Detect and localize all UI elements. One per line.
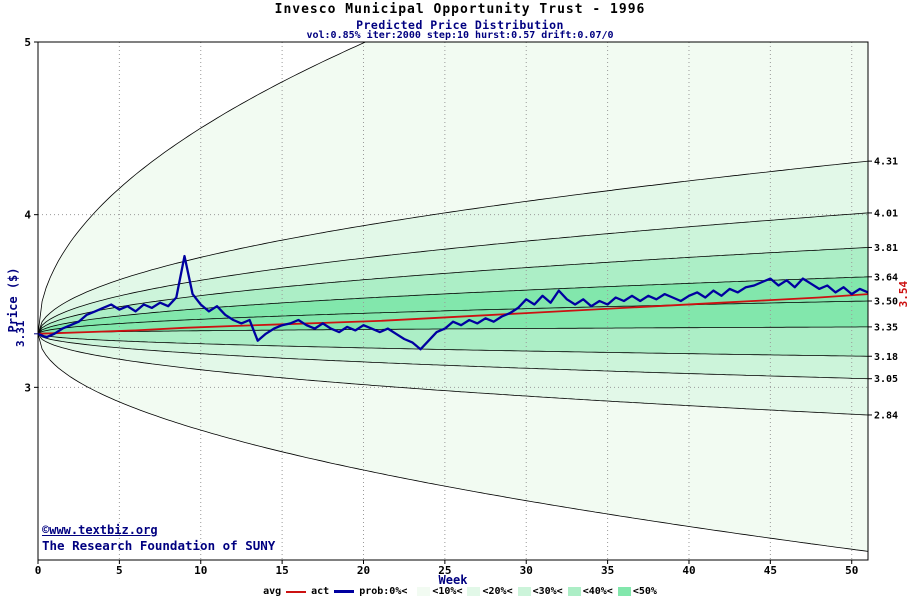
- lower-boundary: [38, 333, 868, 552]
- x-tick-label: 45: [764, 564, 777, 577]
- avg-end-price-label: 3.54: [897, 280, 910, 307]
- legend-band-swatch-20pct: [467, 587, 481, 596]
- legend-avg-label: avg: [263, 586, 282, 597]
- avg-price-line: [37, 293, 869, 335]
- x-tick-label: 25: [438, 564, 451, 577]
- right-percentile-label: 3.18: [874, 352, 898, 363]
- suny-foundation-label: The Research Foundation of SUNY: [42, 538, 276, 553]
- right-percentile-label: 3.50: [874, 297, 898, 308]
- upper-boundary: [38, 212, 868, 334]
- right-percentile-label: 3.81: [874, 243, 898, 254]
- x-tick-label: 10: [194, 564, 207, 577]
- x-tick-label: 40: [682, 564, 695, 577]
- right-percentile-label: 3.64: [874, 272, 898, 283]
- upper-boundary: [38, 160, 868, 334]
- legend-act-line: [334, 590, 355, 593]
- lower-boundary: [38, 326, 868, 335]
- y-tick-label: 3: [24, 381, 31, 394]
- legend-band-swatch-40pct: [567, 587, 581, 596]
- x-tick-label: 15: [275, 564, 288, 577]
- y-tick-label: 4: [24, 209, 31, 222]
- legend-band-label-40pct: <40%<: [582, 586, 613, 597]
- probability-bands: [38, 42, 868, 552]
- x-tick-label: 30: [520, 564, 533, 577]
- axis-ticks: [34, 41, 872, 564]
- x-tick-label: 5: [116, 564, 123, 577]
- x-tick-label: 50: [845, 564, 858, 577]
- lower-boundary: [38, 333, 868, 357]
- axis-tick-labels: 0 5 10 15 20 25 30 35 40 45 503454.314.013.813.643…: [24, 36, 898, 577]
- upper-boundary: [38, 276, 868, 335]
- lower-boundary: [38, 333, 868, 380]
- x-tick-label: 20: [357, 564, 370, 577]
- chart-subtitle: Predicted Price Distribution: [356, 18, 564, 32]
- actual-price-line: [37, 254, 869, 351]
- x-tick-label: 35: [601, 564, 614, 577]
- legend: avg act prob:0%< <10%< <20%< <30%< <40%< <50…: [0, 586, 920, 597]
- x-axis-title: Week: [438, 573, 468, 587]
- legend-band-label-50pct: <50%: [632, 586, 657, 597]
- median-line: [38, 300, 868, 335]
- legend-band-items: <10%< <20%< <30%< <40%< <50%: [412, 586, 657, 597]
- chart-parameters-line: vol:0.85% iter:2000 step:10 hurst:0.57 d…: [306, 30, 614, 41]
- prob-band-40pct: [38, 276, 868, 334]
- right-percentile-label: 4.31: [874, 157, 898, 168]
- upper-boundary: [38, 42, 367, 334]
- right-percentile-label: 2.84: [874, 410, 898, 421]
- textbiz-link[interactable]: ©www.textbiz.org: [42, 523, 158, 537]
- y-tick-label: 5: [24, 36, 31, 49]
- right-percentile-label: 4.01: [874, 208, 898, 219]
- legend-band-swatch-30pct: [517, 587, 531, 596]
- legend-band-label-30pct: <30%<: [532, 586, 563, 597]
- right-percentile-label: 3.05: [874, 374, 898, 385]
- right-percentile-label: 3.35: [874, 322, 898, 333]
- legend-band-label-20pct: <20%<: [482, 586, 513, 597]
- legend-avg-line: [286, 590, 307, 593]
- y-axis-title: Price ($): [6, 267, 20, 333]
- lower-boundary: [38, 333, 868, 416]
- legend-band-label-10pct: <10%<: [432, 586, 463, 597]
- start-price-label: 3.31: [14, 320, 27, 347]
- legend-band-swatch-10pct: [417, 587, 431, 596]
- legend-prob-label: prob:0%<: [359, 586, 408, 597]
- legend-band-swatch-50pct: [617, 587, 631, 596]
- band-boundary-lines: [38, 42, 868, 552]
- legend-act-label: act: [311, 586, 330, 597]
- chart-title: Invesco Municipal Opportunity Trust - 19…: [274, 2, 646, 17]
- x-tick-label: 0: [35, 564, 42, 577]
